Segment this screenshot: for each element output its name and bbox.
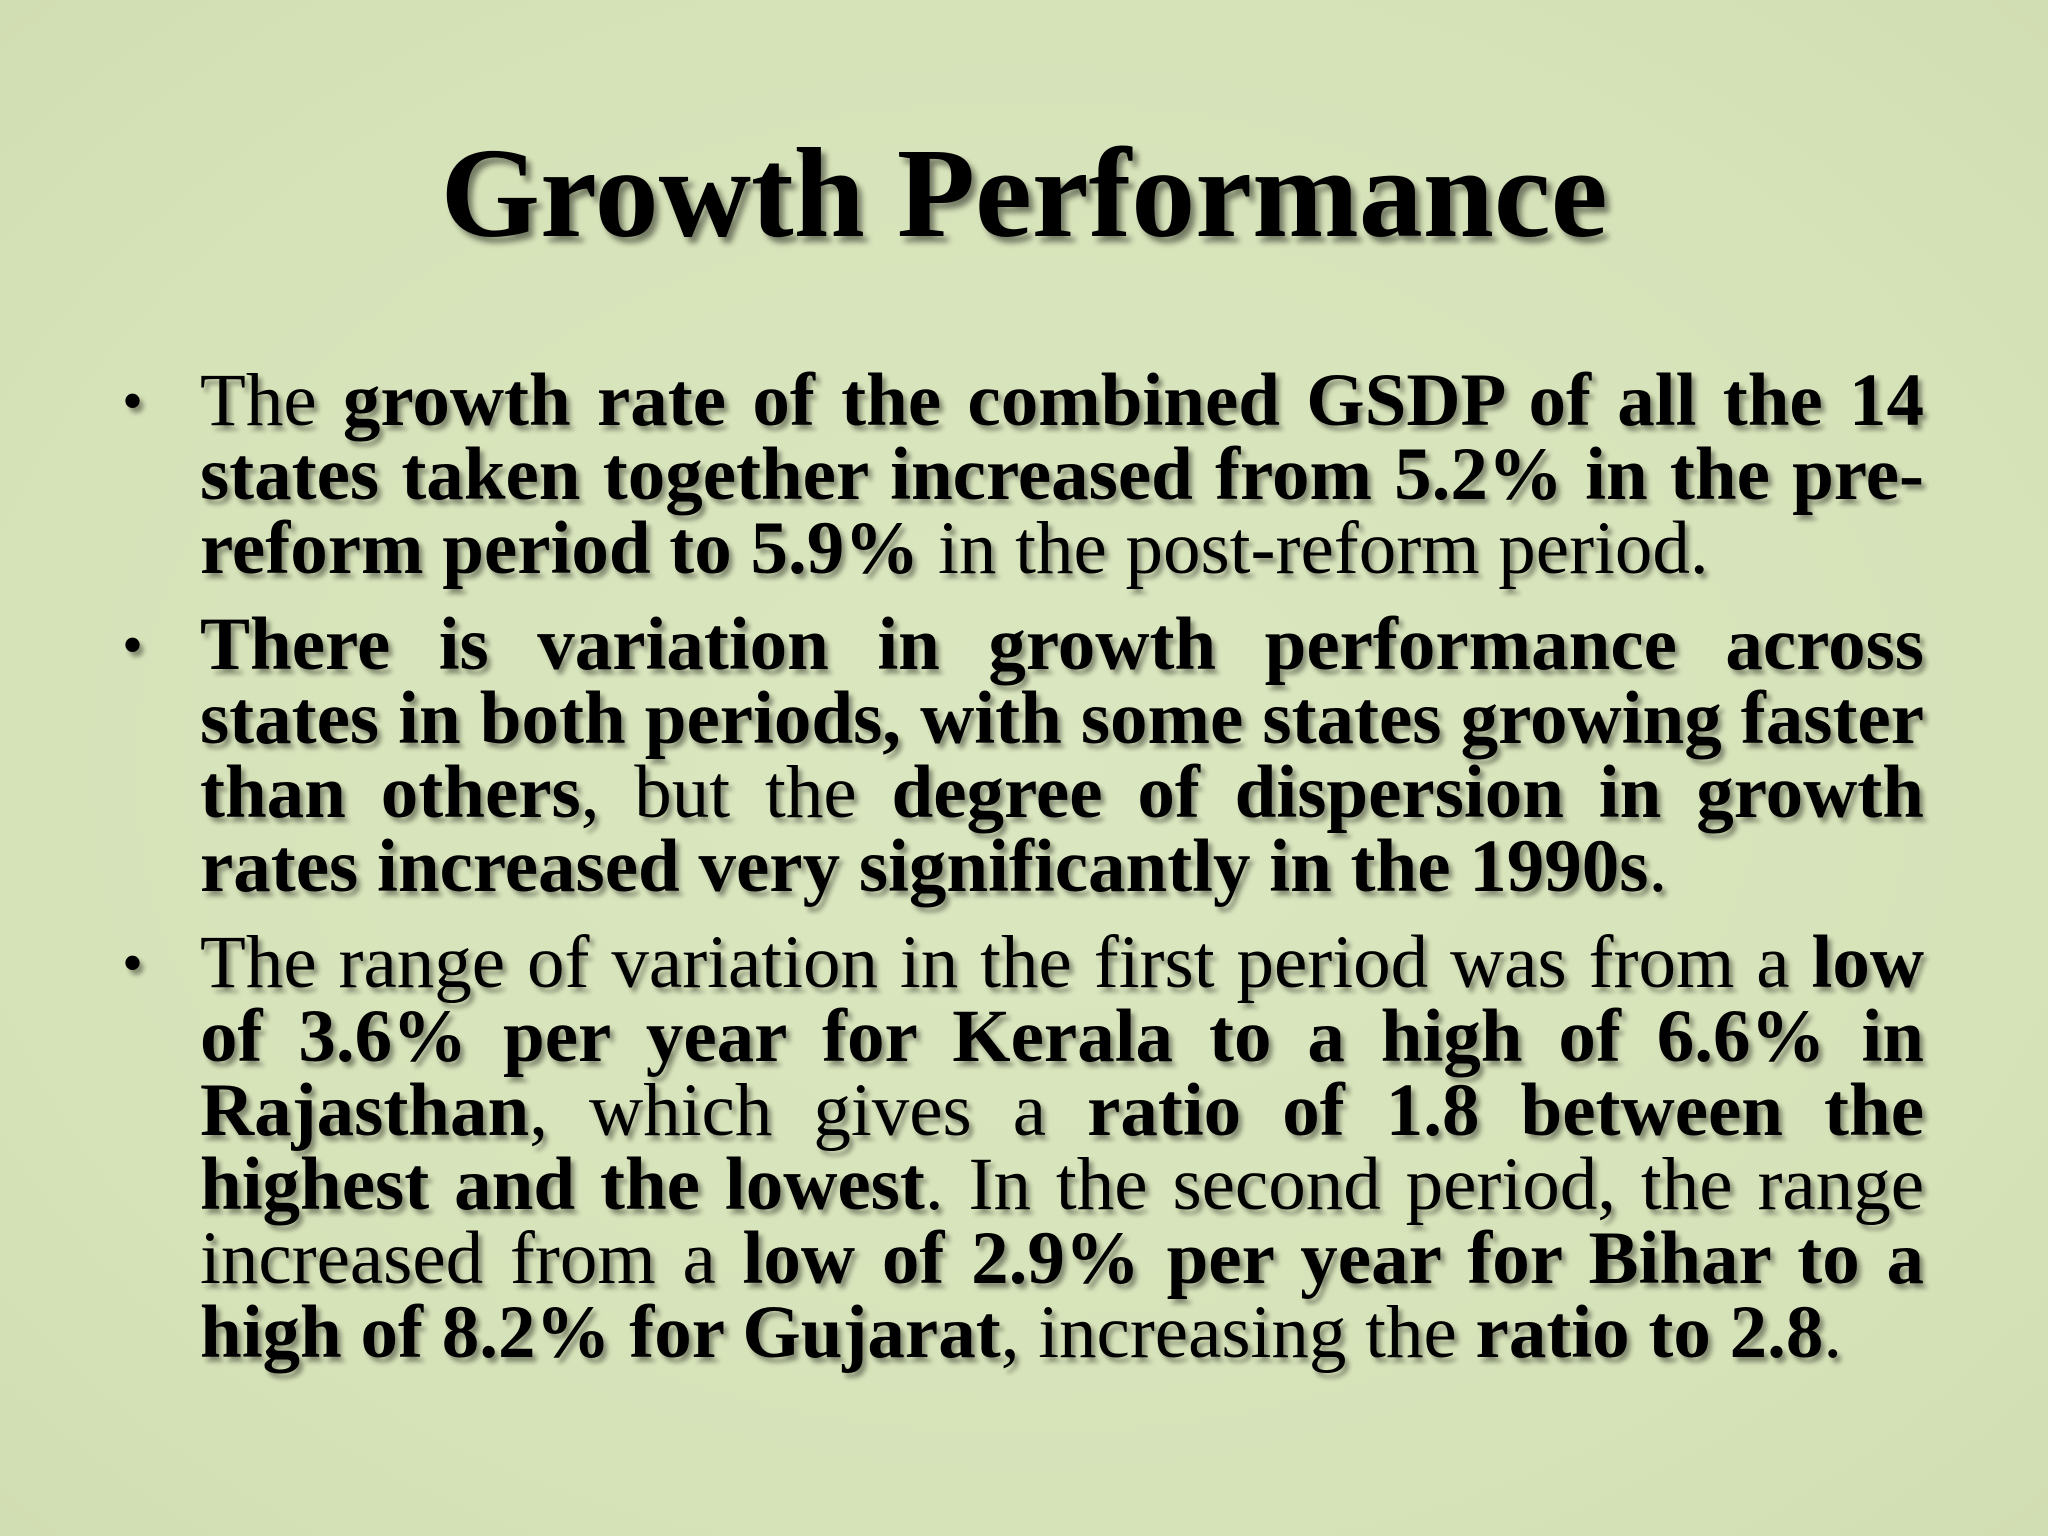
bullet-text-segment: , increasing the: [1000, 1291, 1476, 1374]
bullet-text-segment: , but the: [580, 751, 892, 834]
bullet-text-segment-bold: There is variation in growth performance…: [200, 603, 1924, 834]
bullet-text-segment-bold: ratio of 1.8 between the highest and the…: [200, 1069, 1925, 1226]
bullet-item: • The growth rate of the combined GSDP o…: [122, 363, 1924, 586]
bullet-list: • The growth rate of the combined GSDP o…: [0, 363, 2048, 1392]
bullet-dot: •: [122, 930, 144, 996]
bullet-text-segment: The: [200, 359, 343, 442]
bullet-text-segment: .: [1823, 1291, 1843, 1374]
bullet-item: • The range of variation in the first pe…: [122, 925, 1925, 1370]
bullet-text-segment-bold: ratio to 2.8: [1475, 1291, 1824, 1374]
bullet-text-segment-bold: growth rate of the combined GSDP of all …: [200, 359, 1925, 590]
bullet-item: • There is variation in growth performan…: [122, 607, 1924, 904]
bullet-dot: •: [122, 612, 144, 678]
bullet-text-segment: , which gives a: [529, 1069, 1088, 1152]
slide-title: Growth Performance: [440, 122, 1608, 264]
bullet-text-segment: .: [1648, 825, 1668, 908]
bullet-text-segment-bold: degree of dispersion in growth rates inc…: [200, 751, 1924, 908]
bullet-dot: •: [122, 368, 144, 434]
bullet-text-segment-bold: low of 2.9% per year for Bihar to a high…: [200, 1217, 1924, 1374]
bullet-text-segment: . In the second period, the range increa…: [200, 1143, 1924, 1300]
bullet-text-segment-bold: low of 3.6% per year for Kerala to a hig…: [200, 921, 1924, 1152]
bullet-text-segment: in the post-reform period.: [919, 507, 1709, 590]
bullet-text-segment: The range of variation in the first peri…: [200, 921, 1812, 1004]
